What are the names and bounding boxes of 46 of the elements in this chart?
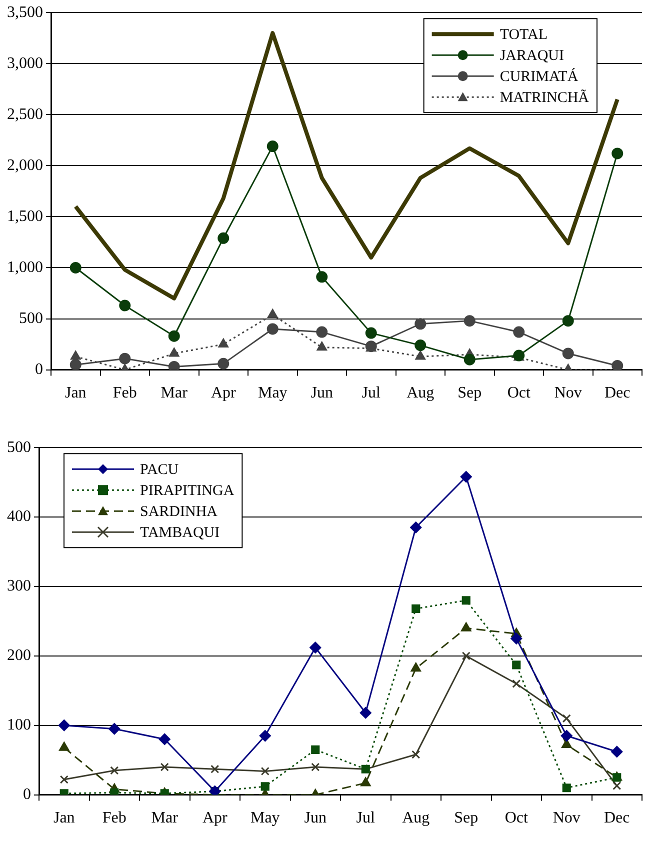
x-tick-label: Apr xyxy=(210,384,236,402)
x-tick-label: Nov xyxy=(552,810,580,827)
legend-label: MATRINCHÃ xyxy=(500,89,590,106)
y-tick-label: 3,000 xyxy=(7,54,43,72)
x-tick-label: Jan xyxy=(64,384,86,402)
y-tick-label: 500 xyxy=(7,438,31,456)
x-tick-label: Sep xyxy=(454,810,478,827)
x-tick-label: Dec xyxy=(604,384,630,402)
x-tick-label: Dec xyxy=(604,810,630,827)
x-tick-label: Feb xyxy=(112,384,137,402)
x-tick-label: Mar xyxy=(151,810,179,827)
legend-label: PIRAPITINGA xyxy=(140,483,234,500)
x-tick-label: Jun xyxy=(304,810,326,827)
x-tick-label: Jun xyxy=(310,384,333,402)
x-tick-label: Aug xyxy=(406,384,434,402)
x-tick-label: Jul xyxy=(356,810,376,827)
x-tick-label: Mar xyxy=(160,384,188,402)
x-tick-label: Nov xyxy=(554,384,582,402)
y-tick-label: 300 xyxy=(7,578,31,595)
y-tick-label: 0 xyxy=(35,361,43,378)
legend-label: PACU xyxy=(140,462,179,478)
x-tick-label: Jan xyxy=(53,810,75,827)
x-tick-label: Oct xyxy=(507,384,531,402)
y-tick-label: 400 xyxy=(7,508,31,526)
x-tick-label: Sep xyxy=(458,384,482,402)
y-tick-label: 3,500 xyxy=(7,4,43,21)
y-tick-label: 100 xyxy=(7,716,31,734)
y-tick-label: 500 xyxy=(19,310,43,327)
x-tick-label: May xyxy=(258,384,288,402)
legend-label: JARAQUI xyxy=(500,48,564,64)
x-tick-label: Apr xyxy=(202,810,228,827)
x-tick-label: Aug xyxy=(402,810,430,827)
legend-label: TOTAL xyxy=(500,27,548,44)
x-tick-label: Feb xyxy=(102,810,126,827)
y-tick-label: 1,500 xyxy=(7,208,43,225)
legend-label: CURIMATÁ xyxy=(500,68,578,86)
y-tick-label: 200 xyxy=(7,647,31,664)
y-tick-label: 2,500 xyxy=(7,106,43,123)
x-tick-label: Oct xyxy=(504,810,528,827)
legend-label: SARDINHA xyxy=(140,504,218,520)
y-tick-label: 0 xyxy=(23,786,31,804)
x-tick-label: May xyxy=(250,810,280,827)
y-tick-label: 2,000 xyxy=(7,156,43,174)
x-tick-label: Jul xyxy=(362,384,382,402)
legend-label: TAMBAQUI xyxy=(140,525,220,542)
y-tick-label: 1,000 xyxy=(7,258,43,276)
